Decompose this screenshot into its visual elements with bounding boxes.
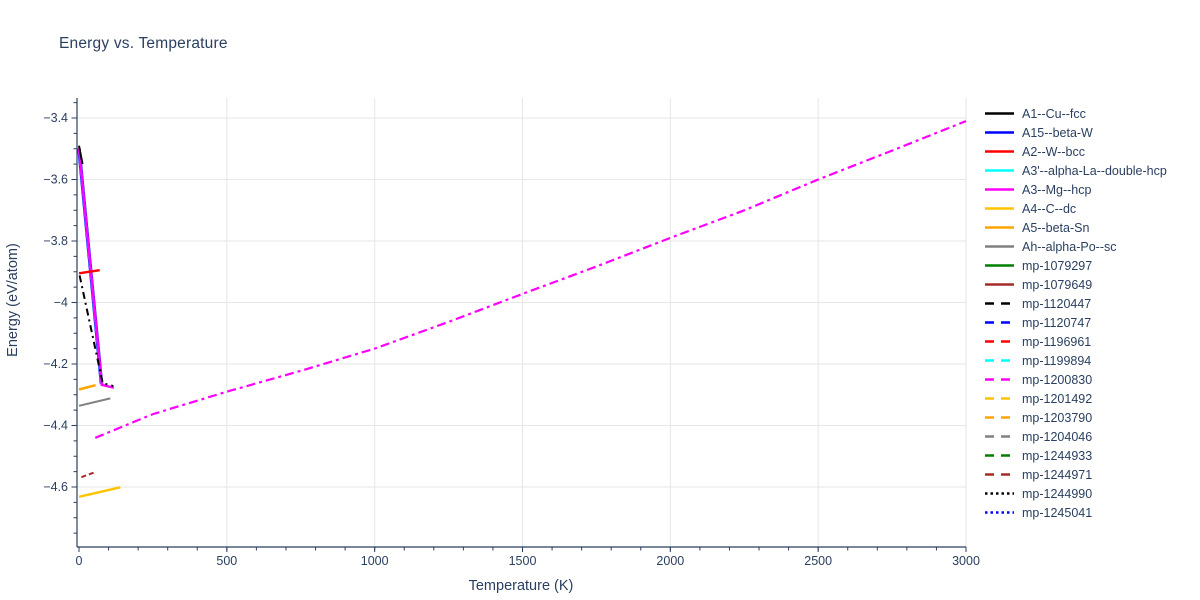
legend-label: Ah--alpha-Po--sc — [1022, 239, 1117, 254]
legend-line-sample — [985, 473, 1014, 476]
legend-label: A3'--alpha-La--double-hcp — [1022, 163, 1167, 178]
legend-label: mp-1120447 — [1022, 296, 1092, 311]
legend-label: mp-1244990 — [1022, 486, 1093, 501]
legend-item-mp-1196961[interactable]: mp-1196961 — [984, 332, 1167, 351]
legend-item-A1--Cu--fcc[interactable]: A1--Cu--fcc — [984, 104, 1167, 123]
legend-item-mp-1203790[interactable]: mp-1203790 — [984, 408, 1167, 427]
legend-line-sample — [985, 226, 1014, 229]
series-line-A3--Mg--hcp — [77, 147, 115, 389]
legend-item-A3'--alpha-La--double-hcp[interactable]: A3'--alpha-La--double-hcp — [984, 161, 1167, 180]
series-line-A5--beta-Sn — [78, 383, 96, 391]
legend-line-sample — [985, 359, 1014, 362]
series-line-Ah--alpha-Po--sc — [78, 397, 111, 407]
y-tick-label: −4.4 — [43, 419, 68, 433]
legend-label: mp-1244933 — [1022, 448, 1093, 463]
x-tick-label: 3000 — [952, 554, 980, 568]
legend-label: A3--Mg--hcp — [1022, 182, 1092, 197]
legend-label: mp-1196961 — [1022, 334, 1092, 349]
legend-item-mp-1201492[interactable]: mp-1201492 — [984, 389, 1167, 408]
legend-line-sample — [985, 416, 1014, 419]
y-tick-label: −4 — [54, 296, 68, 310]
chart-title: Energy vs. Temperature — [59, 35, 228, 52]
legend-line-sample — [985, 397, 1014, 400]
legend-item-mp-1200830[interactable]: mp-1200830 — [984, 370, 1167, 389]
series-line-mp-1200830 — [94, 120, 967, 439]
legend-item-mp-1120747[interactable]: mp-1120747 — [984, 313, 1167, 332]
legend-label: mp-1245041 — [1022, 505, 1093, 520]
y-axis-title: Energy (eV/atom) — [5, 243, 21, 357]
legend-item-A2--W--bcc[interactable]: A2--W--bcc — [984, 142, 1167, 161]
x-axis-title: Temperature (K) — [468, 578, 574, 594]
legend-item-mp-1204046[interactable]: mp-1204046 — [984, 427, 1167, 446]
series-line-A4--C--dc — [78, 486, 121, 499]
x-tick-label: 2500 — [804, 554, 832, 568]
y-tick-label: −3.6 — [43, 173, 68, 187]
x-tick-label: 0 — [76, 554, 83, 568]
legend-label: mp-1203790 — [1022, 410, 1093, 425]
x-tick-label: 1500 — [509, 554, 537, 568]
legend-label: mp-1079649 — [1022, 277, 1093, 292]
series-line-A2--W--bcc — [78, 268, 100, 275]
legend-item-mp-1245041[interactable]: mp-1245041 — [984, 503, 1167, 522]
legend-item-A3--Mg--hcp[interactable]: A3--Mg--hcp — [984, 180, 1167, 199]
series-line-mp-1120447 — [78, 275, 114, 388]
y-tick-label: −4.6 — [43, 480, 68, 494]
legend-line-sample — [985, 283, 1014, 286]
legend-label: mp-1244971 — [1022, 467, 1093, 482]
legend: A1--Cu--fcc A15--beta-W A2--W--bcc A3'--alp… — [984, 104, 1167, 522]
legend-label: A5--beta-Sn — [1022, 220, 1090, 235]
legend-line-sample — [985, 435, 1014, 438]
legend-label: A15--beta-W — [1022, 125, 1093, 140]
legend-label: A4--C--dc — [1022, 201, 1077, 216]
x-tick-label: 500 — [216, 554, 237, 568]
legend-line-sample — [985, 131, 1014, 134]
legend-line-sample — [985, 378, 1014, 381]
legend-line-sample — [985, 321, 1014, 324]
legend-line-sample — [985, 264, 1014, 267]
legend-item-mp-1244933[interactable]: mp-1244933 — [984, 446, 1167, 465]
legend-item-A5--beta-Sn[interactable]: A5--beta-Sn — [984, 218, 1167, 237]
legend-label: mp-1201492 — [1022, 391, 1093, 406]
legend-item-A15--beta-W[interactable]: A15--beta-W — [984, 123, 1167, 142]
legend-label: A1--Cu--fcc — [1022, 106, 1086, 121]
legend-item-Ah--alpha-Po--sc[interactable]: Ah--alpha-Po--sc — [984, 237, 1167, 256]
legend-line-sample — [985, 169, 1014, 172]
legend-item-mp-1079297[interactable]: mp-1079297 — [984, 256, 1167, 275]
y-tick-label: −4.2 — [43, 357, 68, 371]
legend-line-sample — [985, 492, 1014, 495]
x-tick-label: 1000 — [361, 554, 389, 568]
legend-line-sample — [985, 150, 1014, 153]
legend-label: mp-1079297 — [1022, 258, 1093, 273]
series-line-mp-1244971 — [81, 470, 96, 479]
legend-item-mp-1079649[interactable]: mp-1079649 — [984, 275, 1167, 294]
legend-item-mp-1120447[interactable]: mp-1120447 — [984, 294, 1167, 313]
legend-line-sample — [985, 188, 1014, 191]
legend-label: mp-1199894 — [1022, 353, 1092, 368]
legend-item-A4--C--dc[interactable]: A4--C--dc — [984, 199, 1167, 218]
legend-line-sample — [985, 245, 1014, 248]
legend-item-mp-1199894[interactable]: mp-1199894 — [984, 351, 1167, 370]
series-line-A1--Cu--fcc — [78, 145, 84, 165]
legend-item-mp-1244990[interactable]: mp-1244990 — [984, 484, 1167, 503]
legend-label: A2--W--bcc — [1022, 144, 1085, 159]
legend-line-sample — [985, 511, 1014, 514]
legend-line-sample — [985, 454, 1014, 457]
x-tick-label: 2000 — [656, 554, 684, 568]
legend-line-sample — [985, 112, 1014, 115]
legend-line-sample — [985, 340, 1014, 343]
legend-label: mp-1120747 — [1022, 315, 1092, 330]
legend-line-sample — [985, 302, 1014, 305]
legend-label: mp-1200830 — [1022, 372, 1093, 387]
y-tick-label: −3.8 — [43, 234, 68, 248]
legend-label: mp-1204046 — [1022, 429, 1093, 444]
y-tick-label: −3.4 — [43, 111, 68, 125]
legend-line-sample — [985, 207, 1014, 210]
legend-item-mp-1244971[interactable]: mp-1244971 — [984, 465, 1167, 484]
